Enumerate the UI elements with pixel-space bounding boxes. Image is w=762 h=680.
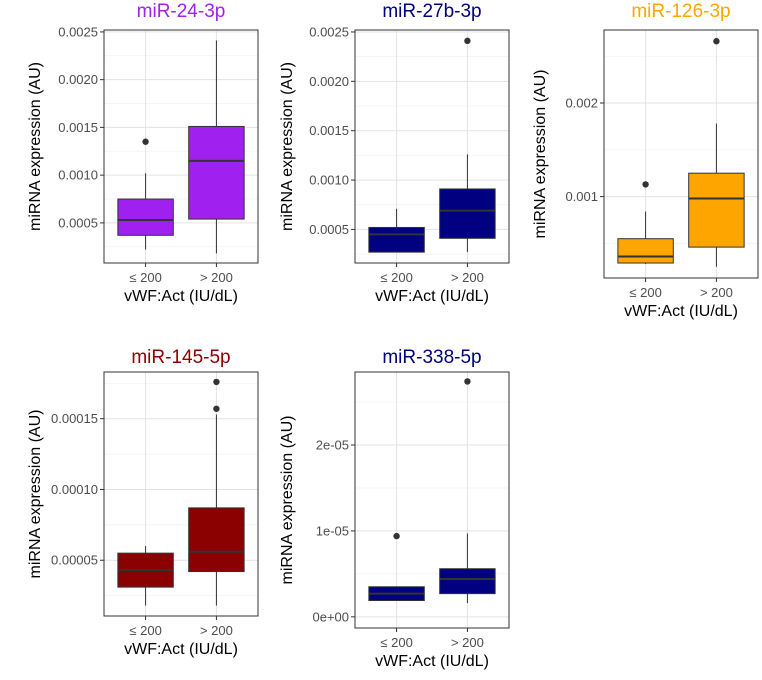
box-iqr [188, 125, 245, 220]
panel-mir-27b-3p: 0.0005 0.0010 0.0015 0.0020 0.0025 ≤ 200 > 200… [279, 1, 510, 305]
y-tick-label: 0.0025 [309, 24, 349, 39]
plot-border [603, 29, 759, 279]
box-le-200 [117, 138, 174, 250]
x-tick-label: ≤ 200 [129, 623, 161, 638]
x-tick-label: > 200 [700, 285, 733, 300]
x-tick-label: ≤ 200 [129, 270, 161, 285]
y-axis-title: miRNA expression (AU) [27, 62, 44, 231]
outlier-point [393, 532, 400, 540]
y-tick-label: 0.00010 [51, 482, 98, 497]
box-le-200 [117, 546, 174, 606]
x-tick-label: ≤ 200 [380, 270, 412, 285]
box-gt-200 [188, 40, 245, 254]
box-gt-200 [688, 38, 745, 267]
y-tick-label: 0.0020 [309, 74, 349, 89]
y-tick-label: 0.0020 [58, 72, 98, 87]
box-iqr [617, 238, 674, 264]
x-tick-label: ≤ 200 [629, 285, 661, 300]
box-iqr [117, 198, 174, 236]
box-iqr [188, 507, 245, 573]
outlier-point [213, 405, 220, 412]
panel-mir-126-3p: 0.001 0.002 ≤ 200 > 200 vWF:Act (IU/dL) miRNA… [532, 1, 759, 320]
plot-border [103, 29, 259, 264]
x-tick-label: > 200 [200, 270, 233, 285]
plot-border [354, 371, 510, 629]
box-le-200 [368, 208, 425, 253]
y-tick-label: 0.00005 [51, 553, 98, 568]
outlier-point [713, 38, 720, 45]
box-iqr [368, 226, 425, 253]
x-tick-label: > 200 [451, 635, 484, 650]
x-axis-title: vWF:Act (IU/dL) [624, 303, 738, 320]
y-tick-label: 0.0015 [309, 123, 349, 138]
box-iqr [439, 568, 496, 595]
panel-title: miR-27b-3p [382, 1, 481, 22]
x-axis-title: vWF:Act (IU/dL) [124, 288, 238, 305]
y-tick-label: 0.002 [565, 95, 598, 110]
y-tick-label: 0.00015 [51, 411, 98, 426]
y-axis-title: miRNA expression (AU) [532, 70, 549, 239]
panel-mir-338-5p: 0e+00 1e-05 2e-05 ≤ 200 > 200 vWF:Act (IU/dL)… [279, 347, 510, 670]
y-tick-label: 0.0005 [58, 215, 98, 230]
outlier-point [213, 378, 220, 386]
panel-title: miR-145-5p [131, 347, 230, 368]
box-le-200 [617, 181, 674, 264]
panel-title: miR-126-3p [631, 1, 730, 22]
box-le-200 [368, 532, 425, 602]
x-axis-title: vWF:Act (IU/dL) [375, 653, 489, 670]
outlier-point [464, 37, 471, 45]
panel-title: miR-24-3p [137, 1, 226, 22]
y-tick-label: 0.0025 [58, 24, 98, 39]
box-iqr [439, 188, 496, 239]
y-tick-label: 0e+00 [312, 609, 349, 624]
box-gt-200 [188, 378, 245, 606]
y-tick-label: 0.0010 [58, 168, 98, 183]
plot-border [103, 371, 259, 617]
x-axis-title: vWF:Act (IU/dL) [124, 641, 238, 658]
box-iqr [688, 172, 745, 248]
box-gt-200 [439, 37, 496, 253]
y-tick-label: 1e-05 [316, 523, 349, 538]
y-tick-label: 0.0015 [58, 120, 98, 135]
y-tick-label: 0.0010 [309, 173, 349, 188]
x-axis-title: vWF:Act (IU/dL) [375, 288, 489, 305]
panel-mir-145-5p: 0.00005 0.00010 0.00015 ≤ 200 > 200 vWF:Act (… [27, 347, 259, 658]
y-axis-title: miRNA expression (AU) [279, 62, 296, 231]
x-tick-label: > 200 [451, 270, 484, 285]
box-gt-200 [439, 378, 496, 604]
x-tick-label: > 200 [200, 623, 233, 638]
y-tick-label: 2e-05 [316, 438, 349, 453]
outlier-point [464, 378, 471, 385]
plot-border [354, 29, 510, 264]
y-tick-label: 0.001 [565, 189, 598, 204]
panel-title: miR-338-5p [382, 347, 481, 368]
panel-mir-24-3p: 0.0005 0.0010 0.0015 0.0020 0.0025 ≤ 200 > 200… [27, 1, 259, 305]
y-axis-title: miRNA expression (AU) [279, 416, 296, 585]
x-tick-label: ≤ 200 [380, 635, 412, 650]
y-axis-title: miRNA expression (AU) [27, 410, 44, 579]
y-tick-label: 0.0005 [309, 222, 349, 237]
outlier-point [642, 181, 649, 188]
outlier-point [142, 138, 149, 145]
